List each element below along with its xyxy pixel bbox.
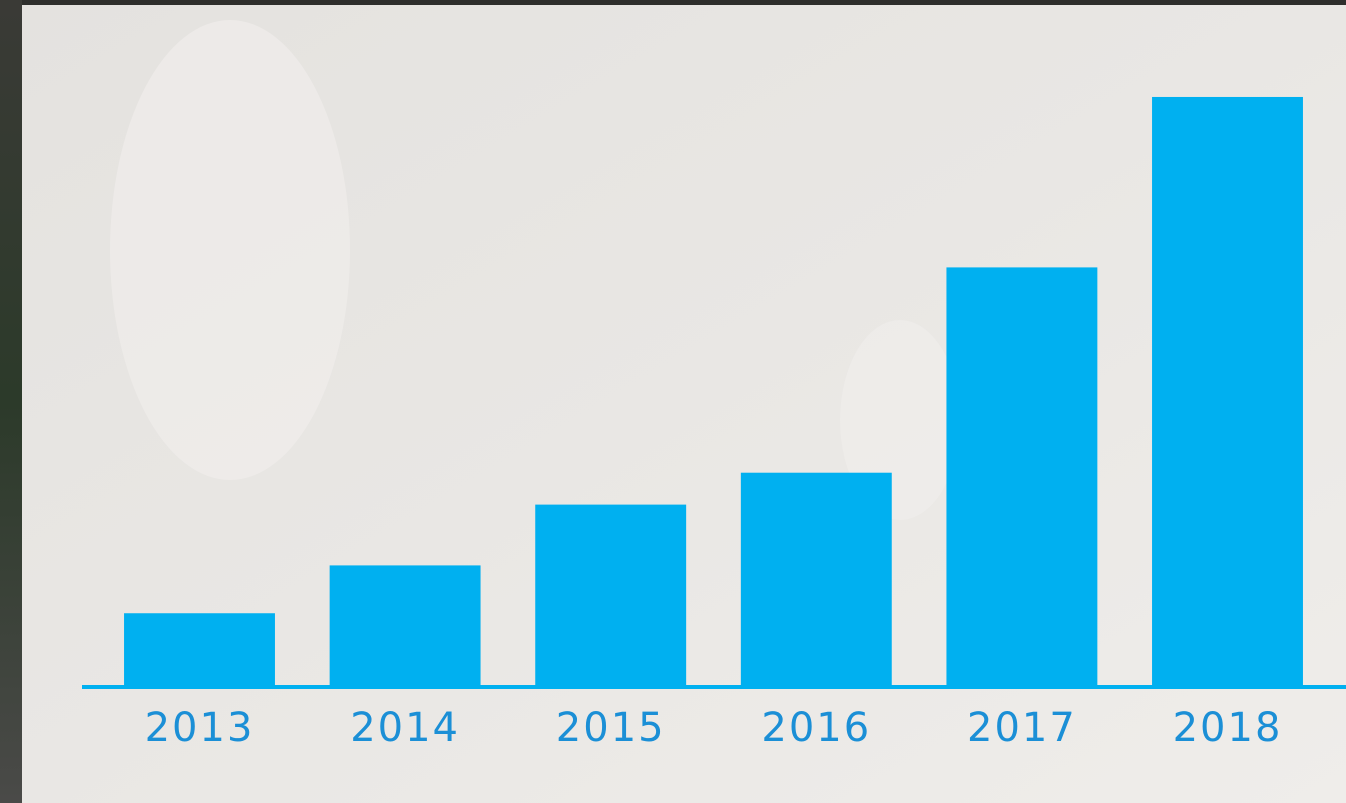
background-shape (840, 320, 960, 520)
top-edge (0, 0, 1346, 5)
left-edge (0, 0, 22, 803)
bar (329, 565, 481, 685)
x-tick-label: 2018 (1173, 705, 1283, 751)
x-tick-label: 2017 (967, 705, 1077, 751)
bar (535, 504, 687, 685)
x-tick-label: 2013 (145, 705, 255, 751)
x-tick-label: 2014 (350, 705, 460, 751)
x-tick-label: 2015 (556, 705, 666, 751)
background-shape (110, 20, 350, 480)
bar (1152, 96, 1303, 685)
bar (946, 267, 1098, 685)
bar (124, 613, 275, 685)
x-tick-label: 2016 (761, 705, 871, 751)
bar (740, 472, 892, 685)
